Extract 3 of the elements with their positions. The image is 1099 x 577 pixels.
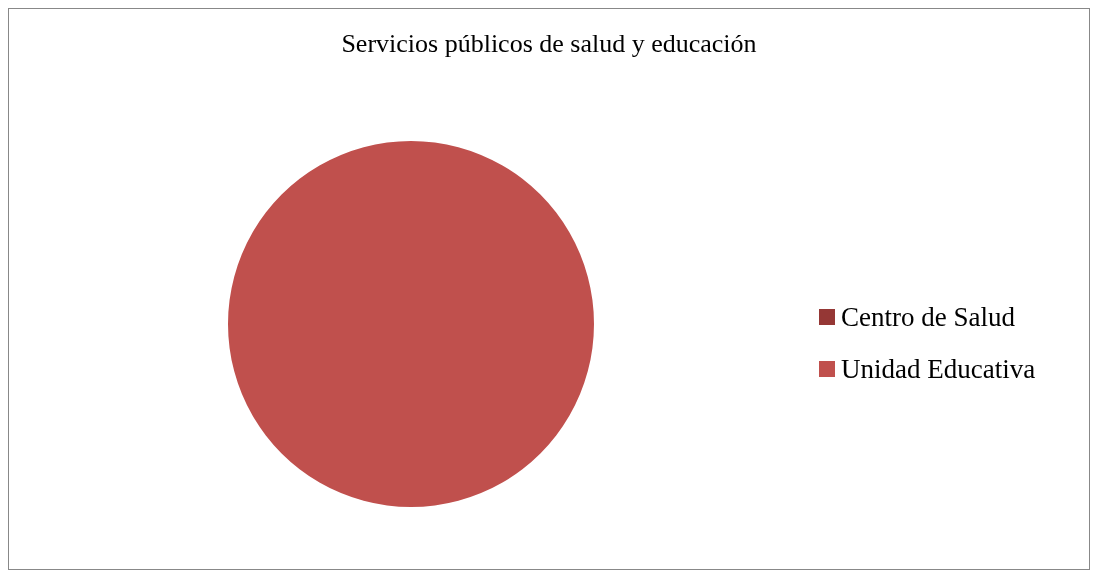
legend-label: Unidad Educativa — [841, 353, 1036, 385]
chart-title: Servicios públicos de salud y educación — [340, 29, 758, 59]
legend-label: Centro de Salud — [841, 301, 1015, 333]
